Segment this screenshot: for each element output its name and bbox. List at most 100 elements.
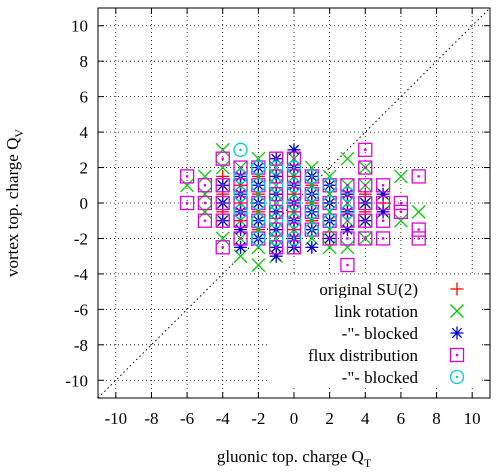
x-tick-label: -10 — [104, 409, 127, 428]
data-point — [340, 213, 355, 228]
x-tick-label: 0 — [290, 409, 299, 428]
data-point — [286, 186, 302, 202]
data-point — [251, 231, 266, 246]
data-point — [197, 204, 212, 219]
data-point — [269, 240, 284, 255]
data-point — [340, 178, 355, 193]
data-point — [358, 195, 373, 211]
data-point — [393, 213, 408, 228]
data-point — [233, 169, 248, 184]
legend-label-2: -"- blocked — [342, 324, 419, 343]
data-point — [287, 143, 301, 157]
data-point — [233, 204, 248, 220]
y-tick-label: -10 — [65, 371, 88, 390]
data-point — [340, 231, 355, 246]
data-point — [179, 169, 195, 184]
data-point — [340, 204, 355, 220]
data-point — [286, 195, 302, 211]
y-tick-label: -2 — [74, 229, 88, 248]
data-point — [340, 257, 355, 273]
y-axis-title-main: vortex top. charge — [3, 154, 22, 277]
data-point — [322, 195, 337, 211]
data-point — [411, 222, 426, 237]
x-tick-label: -4 — [216, 409, 231, 428]
legend-label-0: original SU(2) — [319, 280, 418, 299]
data-point — [375, 231, 391, 246]
data-point — [197, 213, 213, 228]
x-axis-title-sub: T — [364, 456, 372, 470]
y-axis-title-sub: V — [12, 129, 26, 138]
x-tick-label: 8 — [432, 409, 441, 428]
x-tick-label: 2 — [325, 409, 334, 428]
y-tick-label: 4 — [80, 123, 89, 142]
data-point — [286, 240, 302, 255]
data-point — [233, 231, 248, 246]
data-point — [251, 160, 266, 175]
data-point — [411, 231, 426, 246]
data-point — [304, 204, 319, 220]
data-point — [286, 160, 302, 175]
legend-bg — [270, 276, 482, 298]
series-4 — [233, 142, 355, 246]
data-point — [234, 223, 248, 237]
data-point — [340, 240, 355, 255]
data-point — [234, 240, 248, 254]
data-point — [286, 231, 302, 246]
data-point — [251, 178, 266, 193]
data-point — [286, 222, 302, 237]
data-point — [197, 178, 213, 193]
data-point — [304, 186, 319, 202]
data-point — [233, 160, 248, 175]
x-axis-title-main: gluonic top. charge — [217, 447, 347, 466]
data-point — [215, 240, 230, 255]
data-point — [233, 195, 248, 211]
data-point — [376, 187, 390, 201]
data-point — [269, 169, 284, 184]
data-point — [358, 142, 373, 157]
data-point — [269, 204, 284, 220]
legend-marker-2 — [450, 326, 464, 340]
data-point — [340, 223, 354, 237]
data-point — [411, 204, 426, 219]
data-point — [322, 231, 337, 246]
y-tick-label: 2 — [80, 159, 89, 178]
legend-label-1: link rotation — [334, 302, 418, 321]
data-point — [358, 160, 373, 175]
x-axis-title: gluonic top. charge QT — [217, 447, 372, 470]
legend-bg — [270, 364, 482, 386]
data-point — [375, 178, 391, 193]
data-point — [322, 178, 337, 193]
data-point — [269, 222, 284, 237]
data-point — [251, 195, 266, 211]
data-point — [197, 169, 212, 184]
data-point — [197, 187, 212, 202]
data-point — [269, 178, 284, 193]
data-point — [180, 178, 195, 193]
legend-marker-4 — [449, 369, 465, 385]
data-point — [286, 213, 302, 228]
axis-ticks: -10 -8 -6 -4 -2 0 2 4 6 8 10 -10 -8 -6 -4 -2 0 2 4 6 8 10 — [65, 8, 490, 428]
legend-marker-1 — [450, 304, 464, 318]
y-tick-label: -4 — [74, 265, 89, 284]
data-point — [304, 222, 319, 237]
data-point — [358, 213, 373, 228]
y-tick-label: 0 — [80, 194, 89, 213]
data-point — [251, 258, 266, 273]
legend-marker-3 — [449, 347, 465, 363]
data-point — [393, 195, 409, 211]
data-point — [393, 169, 408, 184]
data-point — [340, 151, 355, 166]
data-point — [269, 213, 284, 228]
x-tick-label: 4 — [361, 409, 370, 428]
data-points — [179, 142, 426, 290]
data-point — [215, 142, 230, 157]
legend-bg — [270, 320, 482, 342]
y-tick-label: -8 — [74, 336, 88, 355]
data-point — [233, 178, 248, 193]
y-axis-title: vortex top. charge QV — [3, 129, 26, 277]
data-point — [269, 186, 284, 202]
legend-marker-0 — [450, 282, 464, 296]
data-point — [269, 151, 284, 166]
legend-bg — [270, 298, 482, 320]
x-axis-title-q: Q — [347, 447, 364, 466]
